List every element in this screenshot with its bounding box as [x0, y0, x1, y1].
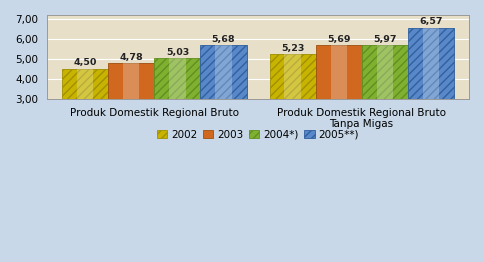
- Text: 5,68: 5,68: [212, 35, 235, 44]
- Bar: [108, 63, 154, 99]
- Text: 5,69: 5,69: [327, 35, 350, 44]
- Bar: [363, 45, 409, 99]
- Bar: [62, 69, 108, 99]
- Text: 5,97: 5,97: [373, 35, 396, 44]
- Legend: 2002, 2003, 2004*), 2005**): 2002, 2003, 2004*), 2005**): [155, 128, 361, 142]
- Text: 4,78: 4,78: [120, 53, 143, 62]
- Text: 5,23: 5,23: [281, 44, 304, 53]
- Text: 6,57: 6,57: [419, 17, 442, 26]
- Bar: [123, 63, 139, 99]
- Bar: [270, 54, 316, 99]
- Bar: [202, 45, 248, 99]
- Bar: [154, 58, 200, 99]
- Bar: [77, 69, 93, 99]
- Bar: [271, 54, 317, 99]
- Bar: [64, 69, 110, 99]
- Text: 4,50: 4,50: [74, 58, 97, 68]
- Bar: [423, 28, 439, 99]
- Bar: [285, 54, 301, 99]
- Bar: [331, 45, 347, 99]
- Bar: [317, 45, 363, 99]
- Bar: [362, 45, 408, 99]
- Bar: [156, 58, 202, 99]
- Bar: [377, 45, 393, 99]
- Bar: [110, 63, 156, 99]
- Bar: [200, 45, 246, 99]
- Bar: [316, 45, 362, 99]
- Bar: [169, 58, 185, 99]
- Text: 5,03: 5,03: [166, 48, 189, 57]
- Bar: [408, 28, 454, 99]
- Bar: [215, 45, 231, 99]
- Bar: [409, 28, 455, 99]
